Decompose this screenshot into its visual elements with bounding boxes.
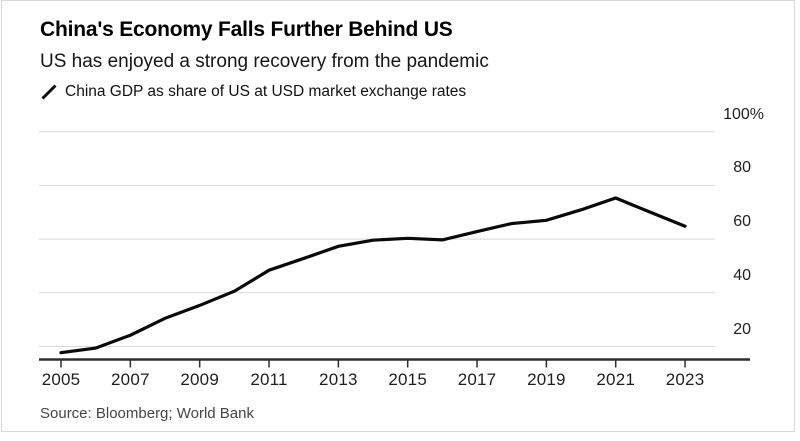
y-axis-tick-label: 80 xyxy=(733,159,751,177)
y-axis-tick-label: 20 xyxy=(733,320,751,338)
x-axis-tick-label: 2019 xyxy=(527,370,566,389)
gdp-share-line xyxy=(59,196,687,355)
line-series-icon xyxy=(41,84,57,100)
x-axis-tick-label: 2009 xyxy=(180,370,219,389)
chart-title: China's Economy Falls Further Behind US xyxy=(40,18,453,41)
y-axis-tick-label: 60 xyxy=(733,213,751,231)
x-axis-tick-label: 2013 xyxy=(319,370,358,389)
x-axis-tick-label: 2011 xyxy=(250,370,288,389)
y-axis-tick-label: 40 xyxy=(733,266,751,284)
source-note: Source: Bloomberg; World Bank xyxy=(40,405,254,422)
x-axis-tick-label: 2007 xyxy=(111,370,150,389)
x-axis-tick-label: 2015 xyxy=(388,370,427,389)
legend: China GDP as share of US at USD market e… xyxy=(41,83,466,101)
legend-label: China GDP as share of US at USD market e… xyxy=(65,83,467,100)
y-axis-tick-label: 100% xyxy=(723,105,764,123)
x-axis-tick-label: 2023 xyxy=(665,370,705,389)
x-axis-tick-label: 2005 xyxy=(41,370,81,389)
x-axis-tick-label: 2021 xyxy=(596,370,636,389)
x-axis-tick-label: 2017 xyxy=(457,370,497,389)
chart-subtitle: US has enjoyed a strong recovery from th… xyxy=(40,51,489,72)
